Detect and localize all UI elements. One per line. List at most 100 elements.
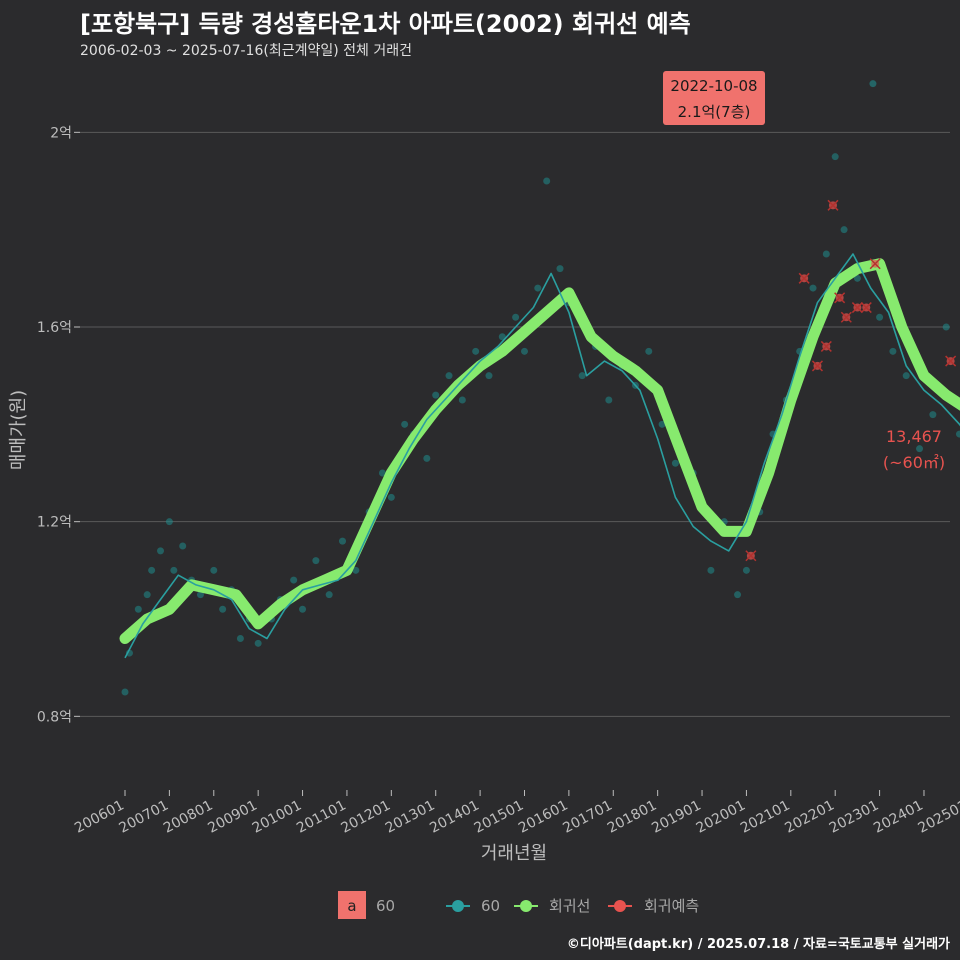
legend-prediction-label: 회귀예측 xyxy=(644,897,699,915)
data-point xyxy=(809,284,817,292)
data-point xyxy=(902,372,910,380)
prediction-cross xyxy=(820,340,832,352)
data-point xyxy=(671,459,679,467)
data-point xyxy=(498,333,506,341)
prediction-cross xyxy=(869,258,881,270)
x-tick-label: 202001 xyxy=(694,797,749,836)
data-point xyxy=(876,313,884,321)
x-tick-label: 201101 xyxy=(294,797,349,836)
data-point xyxy=(605,396,613,404)
x-tick-label: 200701 xyxy=(117,797,172,836)
y-axis-title: 매매가(원) xyxy=(8,390,29,470)
data-point xyxy=(210,566,218,574)
data-point xyxy=(512,313,520,321)
data-point xyxy=(929,411,937,419)
data-point xyxy=(165,518,173,526)
data-point xyxy=(645,347,653,355)
x-tick-label: 201401 xyxy=(427,797,482,836)
data-point xyxy=(543,177,551,185)
data-point xyxy=(916,445,924,453)
data-point xyxy=(312,557,320,565)
legend-regression-marker xyxy=(520,900,532,912)
annotation-box: 2022-10-08 2.1억(7층) xyxy=(663,71,765,125)
prediction-cross xyxy=(945,355,957,367)
x-tick-label: 200601 xyxy=(72,797,127,836)
axes: 0.8억1.2억1.6억2억20060120070120080120090120… xyxy=(37,125,960,836)
data-point xyxy=(578,372,586,380)
data-point xyxy=(889,347,897,355)
y-tick-label: 1.6억 xyxy=(37,320,72,336)
x-axis-title: 거래년월 xyxy=(481,843,547,864)
data-point xyxy=(170,566,178,574)
x-tick-label: 201701 xyxy=(560,797,615,836)
data-point xyxy=(339,537,346,545)
regression-line xyxy=(119,258,960,644)
data-point xyxy=(955,430,960,438)
data-point xyxy=(485,372,493,380)
data-point xyxy=(325,591,333,599)
data-point xyxy=(472,347,480,355)
grid-layer xyxy=(80,131,950,717)
last-area-label: (~60㎡) xyxy=(883,453,945,472)
data-point xyxy=(290,576,298,584)
data-point xyxy=(179,542,187,550)
annotation-price: 2.1억(7층) xyxy=(678,103,751,121)
x-tick-label: 201801 xyxy=(605,797,660,836)
prediction-cross xyxy=(811,360,823,372)
prediction-cross xyxy=(834,292,846,304)
data-point xyxy=(121,688,129,696)
data-point xyxy=(520,347,528,355)
x-tick-label: 200901 xyxy=(205,797,260,836)
data-point xyxy=(734,591,742,599)
data-point xyxy=(236,634,244,642)
annotation-date: 2022-10-08 xyxy=(670,77,757,95)
annotation-point xyxy=(869,80,877,88)
x-tick-label: 201901 xyxy=(649,797,704,836)
data-point xyxy=(822,250,830,258)
legend-box-label: 60 xyxy=(376,897,395,915)
data-point xyxy=(148,566,156,574)
data-point xyxy=(134,605,142,613)
legend-prediction-marker xyxy=(614,900,626,912)
x-tick-label: 202101 xyxy=(738,797,793,836)
data-point xyxy=(299,605,307,613)
x-tick-label: 202401 xyxy=(871,797,926,836)
data-point xyxy=(853,274,861,282)
data-point xyxy=(219,605,227,613)
series-60-line xyxy=(124,253,960,659)
data-point xyxy=(157,547,165,555)
legend-60-label: 60 xyxy=(481,897,500,915)
x-tick-label: 201201 xyxy=(338,797,393,836)
data-point xyxy=(534,284,542,292)
data-point xyxy=(387,493,395,501)
data-point xyxy=(378,469,386,477)
x-tick-label: 202201 xyxy=(782,797,837,836)
data-point xyxy=(458,396,466,404)
x-tick-label: 201501 xyxy=(472,797,527,836)
x-tick-label: 201601 xyxy=(516,797,571,836)
legend-60-marker xyxy=(452,900,464,912)
last-value-label: 13,467 xyxy=(886,427,942,446)
data-point xyxy=(401,420,409,428)
prediction-points xyxy=(745,80,957,562)
data-point xyxy=(658,420,666,428)
data-point xyxy=(143,591,151,599)
data-point xyxy=(840,226,848,234)
data-point xyxy=(742,566,750,574)
data-point xyxy=(707,566,715,574)
prediction-cross xyxy=(860,302,872,314)
prediction-cross xyxy=(827,199,839,211)
y-tick-label: 1.2억 xyxy=(37,515,72,531)
data-point xyxy=(352,566,360,574)
data-point xyxy=(432,391,440,399)
prediction-cross xyxy=(851,302,863,314)
prediction-cross xyxy=(745,550,757,562)
x-tick-label: 202301 xyxy=(827,797,882,836)
legend-box-swatch xyxy=(338,891,366,919)
x-tick-label: 201301 xyxy=(383,797,438,836)
legend: a 60 60 회귀선 회귀예측 xyxy=(338,891,699,919)
data-point xyxy=(423,454,431,462)
series-lines xyxy=(119,253,960,659)
x-tick-label: 200801 xyxy=(161,797,216,836)
